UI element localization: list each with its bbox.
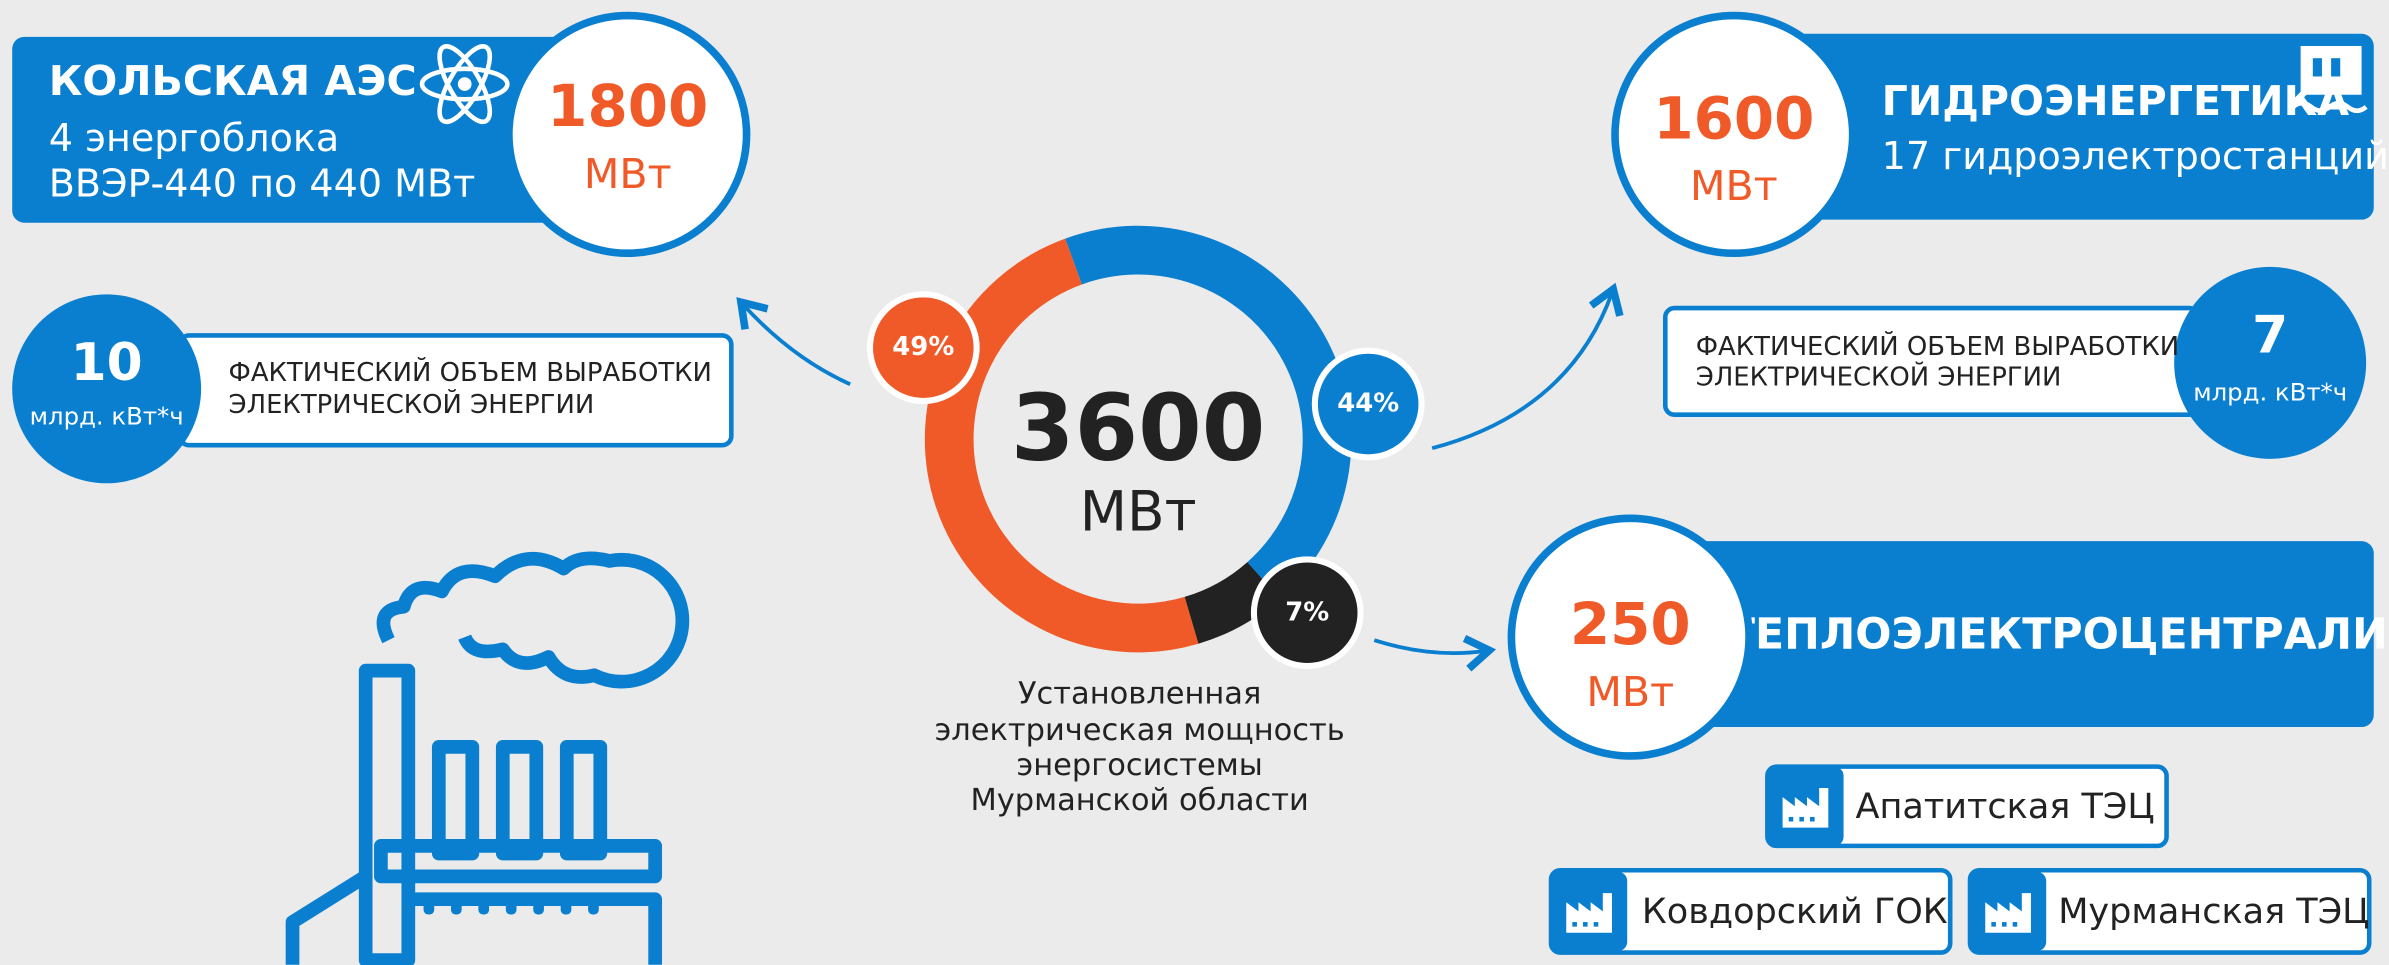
hydro-output-text: ФАКТИЧЕСКИЙ ОБЪЕМ ВЫРАБОТКИ xyxy=(1696,330,2179,362)
caption: Мурманской области xyxy=(970,783,1308,818)
infographic: КОЛЬСКАЯ АЭС 4 энергоблока ВВЭР-440 по 4… xyxy=(0,0,2389,965)
plant: Мурманская ТЭЦ xyxy=(1970,870,2369,952)
percent-label: 44% xyxy=(1337,389,1399,419)
hydro-output-unit: млрд. кВт*ч xyxy=(2193,377,2347,406)
chp-title: ТЕПЛОЭЛЕКТРОЦЕНТРАЛИ xyxy=(1726,610,2388,660)
kola-power: 1800 xyxy=(547,72,708,140)
plant: Апатитская ТЭЦ xyxy=(1767,767,2166,846)
arrow xyxy=(1432,293,1612,448)
hydro-unit: МВт xyxy=(1690,162,1778,210)
percent-label: 49% xyxy=(892,332,954,362)
kola-line: ВВЭР-440 по 440 МВт xyxy=(49,162,476,206)
arrow xyxy=(744,305,851,384)
hydro-title: ГИДРОЭНЕРГЕТИКА xyxy=(1882,77,2350,125)
percent-label: 7% xyxy=(1285,597,1329,627)
kola-title: КОЛЬСКАЯ АЭС xyxy=(49,57,417,105)
plant: Ковдорский ГОК xyxy=(1551,870,1950,952)
hydro-line: 17 гидроэлектростанций xyxy=(1882,134,2389,178)
kola-output-text: ФАКТИЧЕСКИЙ ОБЪЕМ ВЫРАБОТКИ xyxy=(229,356,712,388)
hydro-output-text: ЭЛЕКТРИЧЕСКОЙ ЭНЕРГИИ xyxy=(1696,361,2062,393)
hydro-power: 1600 xyxy=(1653,84,1814,152)
total-unit: МВт xyxy=(1080,479,1197,543)
kola-output-text: ЭЛЕКТРИЧЕСКОЙ ЭНЕРГИИ xyxy=(229,388,595,420)
kola-output-unit: млрд. кВт*ч xyxy=(30,402,184,431)
caption: электрическая мощность xyxy=(935,713,1345,748)
plant-name: Мурманская ТЭЦ xyxy=(2058,891,2369,932)
chp-unit: МВт xyxy=(1586,668,1674,716)
plant-name: Ковдорский ГОК xyxy=(1642,891,1948,932)
caption: энергосистемы xyxy=(1017,748,1263,783)
arrow xyxy=(1374,640,1485,653)
chp-power: 250 xyxy=(1570,590,1691,658)
plant-name: Апатитская ТЭЦ xyxy=(1856,786,2155,827)
hydro-output-value: 7 xyxy=(2252,306,2288,366)
total-value: 3600 xyxy=(1011,374,1265,481)
caption: Установленная xyxy=(1018,677,1261,712)
kola-output-value: 10 xyxy=(71,333,143,393)
kola-line: 4 энергоблока xyxy=(49,116,339,160)
kola-unit: МВт xyxy=(584,150,672,198)
